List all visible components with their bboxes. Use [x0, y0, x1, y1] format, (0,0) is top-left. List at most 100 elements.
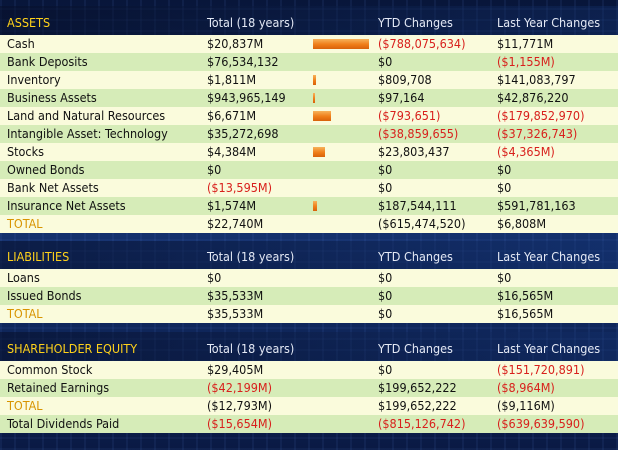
row-label: Bank Net Assets: [7, 180, 99, 195]
total-row: TOTAL $35,533M $0 $16,565M: [0, 305, 618, 323]
total-label: TOTAL: [7, 216, 43, 231]
column-header-last-year: Last Year Changes: [497, 15, 601, 30]
total-value: $76,534,132: [207, 54, 279, 69]
last-year-value: $0: [497, 180, 512, 195]
ytd-value: ($793,651): [378, 108, 441, 123]
column-header-ytd: YTD Changes: [378, 15, 453, 30]
table-row: Total Dividends Paid ($15,654M) ($815,126,…: [0, 415, 618, 433]
ytd-value: $0: [378, 270, 393, 285]
equity-section: SHAREHOLDER EQUITY Total (18 years) YTD …: [0, 332, 618, 433]
total-value: ($42,199M): [207, 380, 272, 395]
total-value: ($15,654M): [207, 416, 272, 431]
equity-rows: Common Stock $29,405M $0 ($151,720,891) Reta…: [0, 361, 618, 433]
row-label: Common Stock: [7, 362, 93, 377]
total-value: $4,384M: [207, 144, 257, 159]
table-row: Common Stock $29,405M $0 ($151,720,891): [0, 361, 618, 379]
total-value: $1,574M: [207, 198, 257, 213]
table-row: Cash $20,837M ($788,075,634) $11,771M: [0, 35, 618, 53]
section-title: SHAREHOLDER EQUITY: [7, 341, 138, 356]
last-year-value: $141,083,797: [497, 72, 576, 87]
total-value: $20,837M: [207, 36, 264, 51]
table-row: Insurance Net Assets $1,574M $187,544,111 $…: [0, 197, 618, 215]
ytd-value: $199,652,222: [378, 380, 457, 395]
total-value: $22,740M: [207, 216, 264, 231]
column-header-ytd: YTD Changes: [378, 249, 453, 264]
total-value: $29,405M: [207, 362, 264, 377]
total-value: $1,811M: [207, 72, 257, 87]
last-year-value: ($151,720,891): [497, 362, 585, 377]
table-row: Bank Deposits $76,534,132 $0 ($1,155M): [0, 53, 618, 71]
total-value: ($12,793M): [207, 398, 272, 413]
assets-section: ASSETS Total (18 years) YTD Changes Last…: [0, 6, 618, 233]
last-year-value: $42,876,220: [497, 90, 569, 105]
table-row: Business Assets $943,965,149 $97,164 $42,87…: [0, 89, 618, 107]
ytd-value: $0: [378, 288, 393, 303]
section-title: LIABILITIES: [7, 249, 70, 264]
equity-header: SHAREHOLDER EQUITY Total (18 years) YTD …: [0, 332, 618, 361]
row-label: Inventory: [7, 72, 61, 87]
row-label: Business Assets: [7, 90, 97, 105]
column-header-total: Total (18 years): [207, 15, 295, 30]
total-label: TOTAL: [7, 398, 43, 413]
table-row: Retained Earnings ($42,199M) $199,652,222 (…: [0, 379, 618, 397]
liabilities-rows: Loans $0 $0 $0 Issued Bonds $35,533M $0 $16,565…: [0, 269, 618, 323]
table-row: Land and Natural Resources $6,671M ($793,6…: [0, 107, 618, 125]
ytd-value: $0: [378, 362, 393, 377]
ytd-value: $809,708: [378, 72, 432, 87]
total-row: TOTAL $22,740M ($615,474,520) $6,808M: [0, 215, 618, 233]
total-value: $943,965,149: [207, 90, 286, 105]
ytd-value: $199,652,222: [378, 398, 457, 413]
row-label: Owned Bonds: [7, 162, 85, 177]
table-row: Owned Bonds $0 $0 $0: [0, 161, 618, 179]
column-header-ytd: YTD Changes: [378, 341, 453, 356]
last-year-value: $0: [497, 162, 512, 177]
last-year-value: ($1,155M): [497, 54, 555, 69]
last-year-value: $16,565M: [497, 306, 554, 321]
total-value: ($13,595M): [207, 180, 272, 195]
table-row: Issued Bonds $35,533M $0 $16,565M: [0, 287, 618, 305]
total-value: $35,533M: [207, 288, 264, 303]
total-value: $6,671M: [207, 108, 257, 123]
table-row: Bank Net Assets ($13,595M) $0 $0: [0, 179, 618, 197]
last-year-value: ($179,852,970): [497, 108, 585, 123]
assets-header: ASSETS Total (18 years) YTD Changes Last…: [0, 6, 618, 35]
ytd-value: ($38,859,655): [378, 126, 459, 141]
share-bar: [313, 93, 315, 103]
ytd-value: ($815,126,742): [378, 416, 466, 431]
row-label: Issued Bonds: [7, 288, 82, 303]
ytd-value: $97,164: [378, 90, 425, 105]
last-year-value: $11,771M: [497, 36, 554, 51]
section-title: ASSETS: [7, 15, 51, 30]
share-bar: [313, 201, 317, 211]
ytd-value: $0: [378, 162, 393, 177]
last-year-value: ($9,116M): [497, 398, 555, 413]
last-year-value: ($639,639,590): [497, 416, 585, 431]
ytd-value: $0: [378, 306, 393, 321]
ytd-value: $0: [378, 54, 393, 69]
row-label: Bank Deposits: [7, 54, 88, 69]
table-row: Intangible Asset: Technology $35,272,698 (…: [0, 125, 618, 143]
share-bar: [313, 147, 325, 157]
total-value: $0: [207, 270, 222, 285]
ytd-value: $187,544,111: [378, 198, 457, 213]
last-year-value: $16,565M: [497, 288, 554, 303]
total-value: $0: [207, 162, 222, 177]
share-bar: [313, 75, 316, 85]
last-year-value: ($4,365M): [497, 144, 555, 159]
last-year-value: ($8,964M): [497, 380, 555, 395]
row-label: Total Dividends Paid: [7, 416, 120, 431]
last-year-value: $591,781,163: [497, 198, 576, 213]
table-row: Loans $0 $0 $0: [0, 269, 618, 287]
ytd-value: $23,803,437: [378, 144, 450, 159]
table-row: Stocks $4,384M $23,803,437 ($4,365M): [0, 143, 618, 161]
row-label: Loans: [7, 270, 40, 285]
last-year-value: $0: [497, 270, 512, 285]
row-label: Land and Natural Resources: [7, 108, 166, 123]
column-header-last-year: Last Year Changes: [497, 249, 601, 264]
row-label: Insurance Net Assets: [7, 198, 126, 213]
total-row: TOTAL ($12,793M) $199,652,222 ($9,116M): [0, 397, 618, 415]
column-header-total: Total (18 years): [207, 249, 295, 264]
total-label: TOTAL: [7, 306, 43, 321]
row-label: Stocks: [7, 144, 44, 159]
share-bar: [313, 39, 369, 49]
